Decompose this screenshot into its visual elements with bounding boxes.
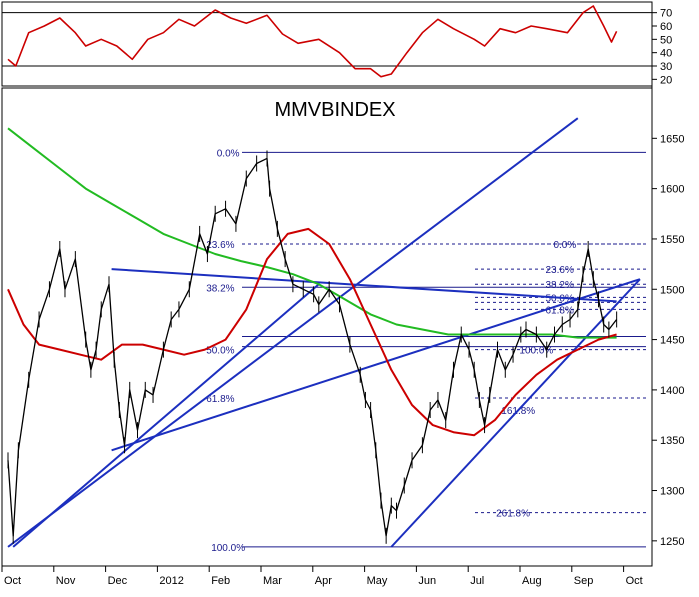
price-tick-label: 1450 [660, 335, 684, 347]
x-tick-label: Nov [56, 575, 76, 587]
trend-line [390, 278, 641, 548]
price-tick-label: 1650 [660, 133, 684, 145]
price-tick-label: 1500 [660, 284, 684, 296]
fib-label: 100.0% [211, 543, 245, 554]
x-tick-label: Sep [574, 575, 594, 587]
x-tick-label: Jun [418, 575, 436, 587]
fib-label: 100.0% [519, 346, 553, 357]
x-tick-label: May [367, 575, 388, 587]
fib-label: 0.0% [553, 240, 576, 251]
rsi-tick-label: 20 [660, 74, 672, 86]
moving-average-line [7, 127, 617, 339]
fib-label: 38.2% [545, 280, 573, 291]
fib-label: 23.6% [206, 240, 234, 251]
x-axis: Oct Nov Dec 2012 Feb Mar Apr May Jun Jul Aug Sep Oct [1, 565, 652, 587]
rsi-tick-label: 70 [660, 8, 672, 20]
price-tick-label: 1350 [660, 435, 684, 447]
moving-average-line [7, 227, 617, 437]
rsi-line [7, 5, 618, 78]
price-tick-label: 1600 [660, 184, 684, 196]
x-tick-label: Feb [211, 575, 230, 587]
price-line [7, 157, 618, 537]
x-tick-label: Oct [4, 575, 21, 587]
fib-label: 61.8% [545, 305, 573, 316]
x-tick-label: Dec [108, 575, 128, 587]
chart-title: MMVBINDEX [274, 99, 395, 121]
fib-label: 50.0% [545, 293, 573, 304]
fib-label: 38.2% [206, 283, 234, 294]
fib-label: 23.6% [545, 265, 573, 276]
trend-line [111, 278, 641, 452]
price-tick-label: 1250 [660, 536, 684, 548]
x-tick-label: Mar [263, 575, 282, 587]
rsi-tick-label: 60 [660, 21, 672, 33]
x-tick-label: Apr [315, 575, 332, 587]
fib-label: 50.0% [206, 346, 234, 357]
x-tick-label: 2012 [159, 575, 183, 587]
price-tick-label: 1550 [660, 234, 684, 246]
price-tick-label: 1300 [660, 486, 684, 498]
fib-label: 61.8% [206, 394, 234, 405]
x-tick-label: Jul [470, 575, 484, 587]
trend-line [111, 268, 617, 303]
fib-label: 261.8% [496, 509, 530, 520]
rsi-tick-label: 30 [660, 61, 672, 73]
rsi-tick-label: 40 [660, 48, 672, 60]
rsi-tick-label: 50 [660, 34, 672, 46]
x-tick-label: Aug [522, 575, 542, 587]
fib-label: 0.0% [217, 148, 240, 159]
x-tick-label: Oct [626, 575, 643, 587]
trend-line [12, 283, 320, 548]
trend-line [7, 117, 579, 548]
price-tick-label: 1400 [660, 385, 684, 397]
